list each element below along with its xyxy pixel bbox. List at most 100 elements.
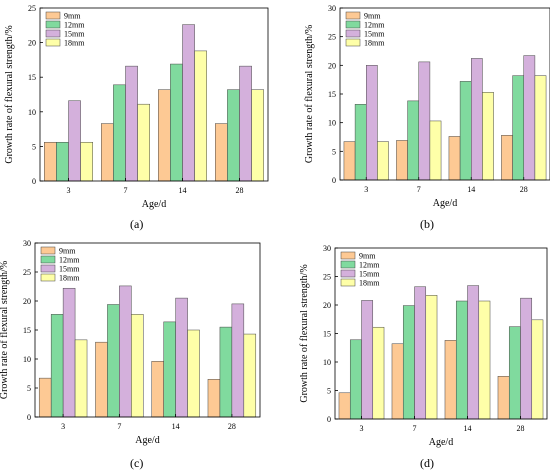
bar-15mm-28 [239,65,252,182]
bar-15mm-7 [125,65,138,182]
legend-swatch-18mm [40,273,56,282]
bar-chart-a: 0 5 10 15 20 25 3 7 14 28 Age/d Growth rate of flex… [4,4,269,210]
x-tick-label: 28 [228,422,236,431]
bar-9mm-28 [501,135,513,181]
bar-15mm-3 [361,300,374,420]
x-tick-label: 28 [517,424,525,433]
bar-18mm-7 [131,314,144,418]
chart-panel-a: 0 5 10 15 20 25 3 7 14 28 Age/d Growth rate of flex… [0,0,275,237]
bar-9mm-3 [343,141,356,181]
x-tick-label: 7 [417,185,421,194]
legend-label-15mm: 15mm [59,265,80,274]
legend-label-9mm: 9mm [59,247,76,256]
bar-12mm-28 [508,326,521,420]
legend-swatch-12mm [345,20,361,29]
bar-9mm-14 [448,136,461,181]
y-axis-label: Growth rate of flexural strength/% [4,25,15,163]
y-tick-label: 30 [323,244,331,253]
x-axis-label: Age/d [433,198,457,209]
x-tick-label: 7 [117,422,121,431]
legend-label-15mm: 15mm [359,270,380,279]
legend-label-15mm: 15mm [64,30,85,39]
bar-9mm-28 [497,376,510,420]
legend-label-9mm: 9mm [359,252,376,261]
bar-15mm-7 [414,286,427,420]
plot-frame [39,7,269,182]
y-tick-label: 15 [23,326,31,335]
y-axis-label: Growth rate of flexural strength/% [299,264,310,402]
bar-15mm-14 [467,285,480,420]
bar-18mm-28 [531,319,544,420]
bar-18mm-7 [137,103,150,182]
y-tick-label: 20 [28,39,36,48]
y-tick-label: 20 [328,61,336,70]
x-tick-label: 28 [520,185,528,194]
legend-label-18mm: 18mm [59,274,80,283]
bar-9mm-28 [215,123,228,182]
y-tick-label: 10 [23,355,31,364]
y-tick-label: 10 [28,108,36,117]
legend-label-12mm: 12mm [59,256,80,265]
bar-18mm-3 [372,326,385,420]
bar-15mm-7 [418,61,431,181]
y-tick-label: 25 [23,268,31,277]
bar-9mm-7 [95,341,108,418]
y-tick-label: 25 [328,33,336,42]
y-tick-label: 0 [332,176,336,185]
chart-panel-c: 0 5 10 15 20 25 30 3 7 14 28 Age/d Growth rate of fl… [0,237,275,474]
bar-12mm-7 [107,304,120,418]
y-tick-label: 20 [323,301,331,310]
legend-label-9mm: 9mm [364,12,381,21]
bar-15mm-14 [175,297,188,418]
legend-label-18mm: 18mm [359,279,380,288]
legend-swatch-12mm [40,255,56,264]
panel-label-d: (d) [420,456,434,470]
legend-swatch-9mm [45,11,61,20]
legend-swatch-9mm [40,246,56,255]
bar-18mm-3 [377,141,389,181]
bar-12mm-3 [56,141,69,182]
legend-label-12mm: 12mm [359,261,380,270]
bar-12mm-28 [219,326,233,418]
bar-15mm-3 [366,65,378,181]
legend-swatch-18mm [45,38,61,47]
x-tick-label: 14 [464,424,472,433]
bar-12mm-28 [512,75,524,181]
legend-swatch-12mm [340,260,356,269]
bar-9mm-28 [207,379,221,418]
legend-label-18mm: 18mm [364,39,385,48]
y-tick-label: 30 [23,239,31,248]
bar-18mm-28 [534,75,547,181]
bar-18mm-3 [80,141,93,182]
x-tick-label: 3 [364,185,368,194]
y-tick-label: 20 [23,297,31,306]
legend-label-12mm: 12mm [64,21,85,30]
x-tick-label: 14 [467,185,475,194]
bar-chart-c: 0 5 10 15 20 25 30 3 7 14 28 Age/d Growth rate of fl… [0,239,261,446]
bar-18mm-14 [187,329,200,418]
y-axis-label: Growth rate of flexural strength/% [304,25,315,163]
bar-15mm-14 [182,24,195,182]
x-axis-label: Age/d [142,199,166,210]
panel-label-b: (b) [420,217,434,231]
bar-12mm-7 [402,305,415,420]
legend-swatch-9mm [340,251,356,260]
legend-label-18mm: 18mm [64,39,85,48]
legend-swatch-12mm [45,20,61,29]
y-tick-label: 25 [323,273,331,282]
bar-15mm-7 [119,285,132,418]
y-tick-label: 5 [27,384,31,393]
bar-15mm-3 [68,100,81,182]
bar-12mm-3 [354,104,367,181]
bar-12mm-7 [113,84,126,182]
y-tick-label: 0 [327,415,331,424]
bar-15mm-14 [471,58,483,181]
legend-swatch-15mm [45,29,61,38]
y-tick-label: 0 [27,413,31,422]
x-tick-label: 7 [413,424,417,433]
bar-9mm-3 [44,141,57,182]
bar-12mm-3 [50,314,64,418]
bar-12mm-14 [459,81,472,181]
legend-swatch-15mm [340,269,356,278]
y-tick-label: 10 [328,119,336,128]
